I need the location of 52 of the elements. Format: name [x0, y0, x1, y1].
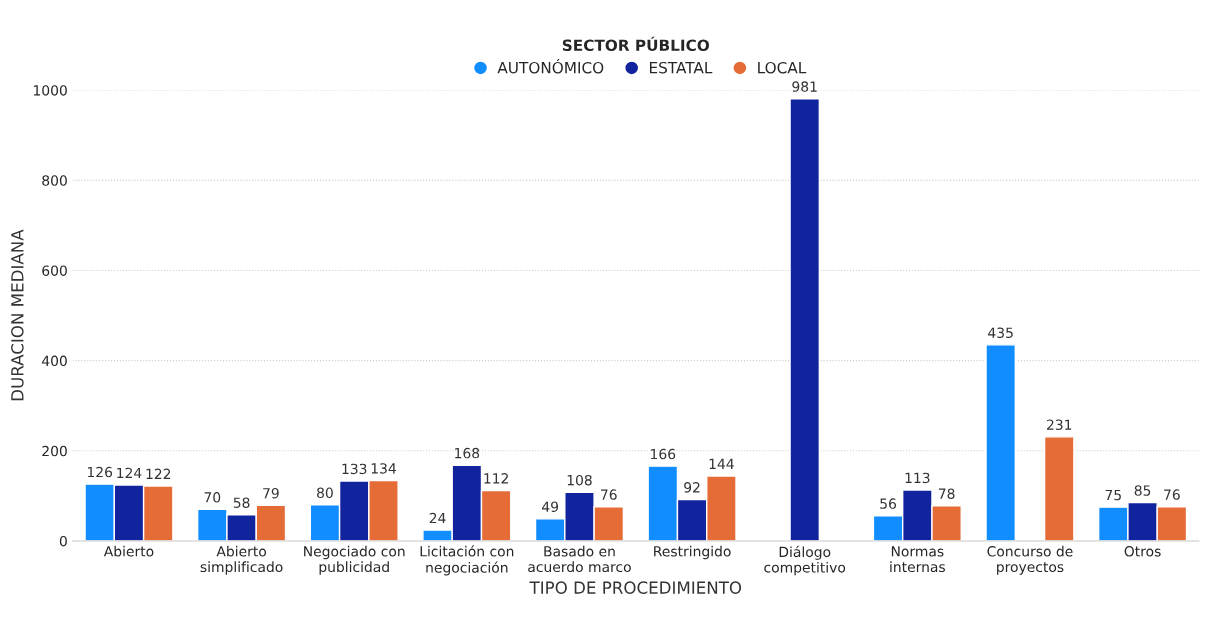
x-tick-label: Diálogo competitivo — [764, 545, 846, 576]
data-label: 76 — [1164, 489, 1180, 500]
data-label: 79 — [263, 487, 279, 499]
x-tick-label: Basado en acuerdo marco — [528, 545, 631, 573]
legend-label: LOCAL — [758, 61, 807, 74]
y-tick-label: 200 — [42, 445, 67, 457]
y-tick-label: 800 — [42, 175, 67, 186]
data-label: 134 — [371, 463, 396, 474]
x-tick-label: Negociado con publicidad — [304, 545, 405, 575]
data-label: 58 — [233, 497, 250, 508]
data-label: 166 — [651, 448, 676, 460]
x-axis-title: TIPO DE PROCEDIMIENTO — [529, 581, 742, 594]
x-tick-label: Abierto simplificado — [200, 545, 283, 575]
y-tick-label: 0 — [59, 535, 67, 547]
data-label: 231 — [1047, 419, 1072, 430]
data-label: 80 — [317, 487, 333, 499]
x-tick-label: Licitación con negociación — [420, 545, 514, 576]
data-label: 49 — [542, 501, 559, 513]
x-tick-label: Normas internas — [890, 546, 945, 573]
x-tick-label: Otros — [1124, 546, 1161, 557]
data-label: 75 — [1105, 489, 1121, 501]
data-label: 168 — [455, 447, 480, 459]
x-tick-label: Concurso de proyectos — [987, 545, 1073, 575]
data-label: 144 — [709, 458, 734, 469]
data-label: 24 — [429, 512, 446, 524]
bar — [985, 344, 1017, 541]
data-label: 112 — [484, 473, 508, 484]
data-label: 113 — [905, 472, 930, 484]
data-label: 126 — [87, 466, 113, 478]
data-label: 122 — [146, 468, 171, 479]
y-tick-label: 400 — [41, 355, 67, 367]
data-label: 981 — [792, 81, 817, 92]
data-label: 56 — [880, 498, 897, 509]
bar — [1043, 436, 1075, 541]
data-label: 85 — [1134, 485, 1151, 496]
data-label: 76 — [601, 489, 617, 500]
bar — [789, 98, 821, 541]
data-label: 92 — [684, 482, 700, 493]
y-tick-label: 1000 — [33, 85, 67, 96]
data-label: 435 — [988, 327, 1013, 338]
data-label: 124 — [117, 467, 142, 479]
data-label: 108 — [567, 474, 592, 486]
legend-label: AUTONÓMICO — [497, 59, 604, 74]
x-tick-label: Restringido — [654, 545, 731, 560]
legend-title: SECTOR PÚBLICO — [562, 36, 710, 52]
data-label: 133 — [342, 463, 367, 475]
x-tick-label: Abierto — [103, 545, 154, 557]
data-label: 70 — [204, 492, 221, 503]
y-axis-title: DURACION MEDIANA — [11, 229, 24, 401]
legend-label: ESTATAL — [649, 61, 713, 74]
y-tick-label: 600 — [42, 265, 67, 276]
data-label: 78 — [938, 488, 955, 499]
